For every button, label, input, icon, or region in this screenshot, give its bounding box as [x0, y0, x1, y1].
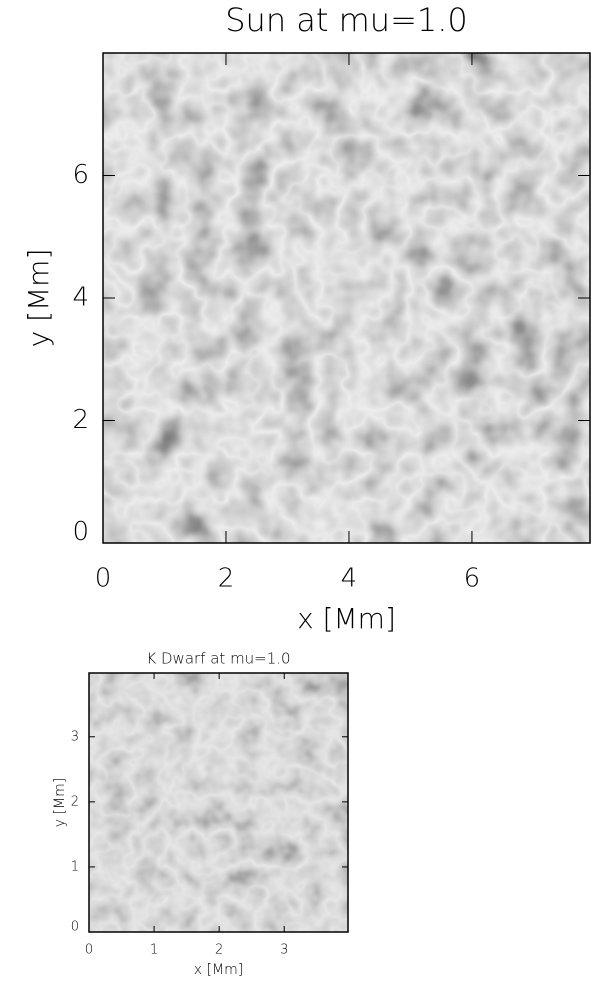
chart-title: K Dwarf at mu=1.0 [146, 650, 290, 668]
x-tick-label: 1 [150, 943, 158, 958]
x-axis-label: x [Mm] [194, 962, 243, 978]
y-tick-label: 2 [72, 405, 89, 435]
x-tick-label: 2 [218, 564, 235, 594]
y-tick-label: 2 [71, 794, 79, 809]
intensity-image [103, 53, 590, 543]
y-tick-label: 6 [72, 160, 89, 190]
chart-title: Sun at mu=1.0 [225, 1, 468, 39]
y-axis-label: y [Mm] [22, 249, 55, 348]
y-tick-label: 1 [71, 859, 79, 874]
plot-frame [88, 672, 349, 933]
y-tick-label: 0 [72, 517, 89, 547]
x-tick-label: 0 [85, 943, 93, 958]
intensity-image [89, 673, 348, 932]
x-tick-label: 3 [280, 943, 288, 958]
y-tick-label: 3 [71, 729, 79, 744]
x-tick-label: 0 [95, 564, 112, 594]
x-axis-label: x [Mm] [297, 602, 396, 635]
x-tick-label: 6 [464, 564, 481, 594]
y-tick-label: 4 [72, 283, 89, 313]
y-tick-label: 0 [71, 919, 79, 934]
x-tick-label: 2 [215, 943, 223, 958]
x-tick-label: 4 [341, 564, 358, 594]
y-axis-label: y [Mm] [52, 778, 68, 827]
